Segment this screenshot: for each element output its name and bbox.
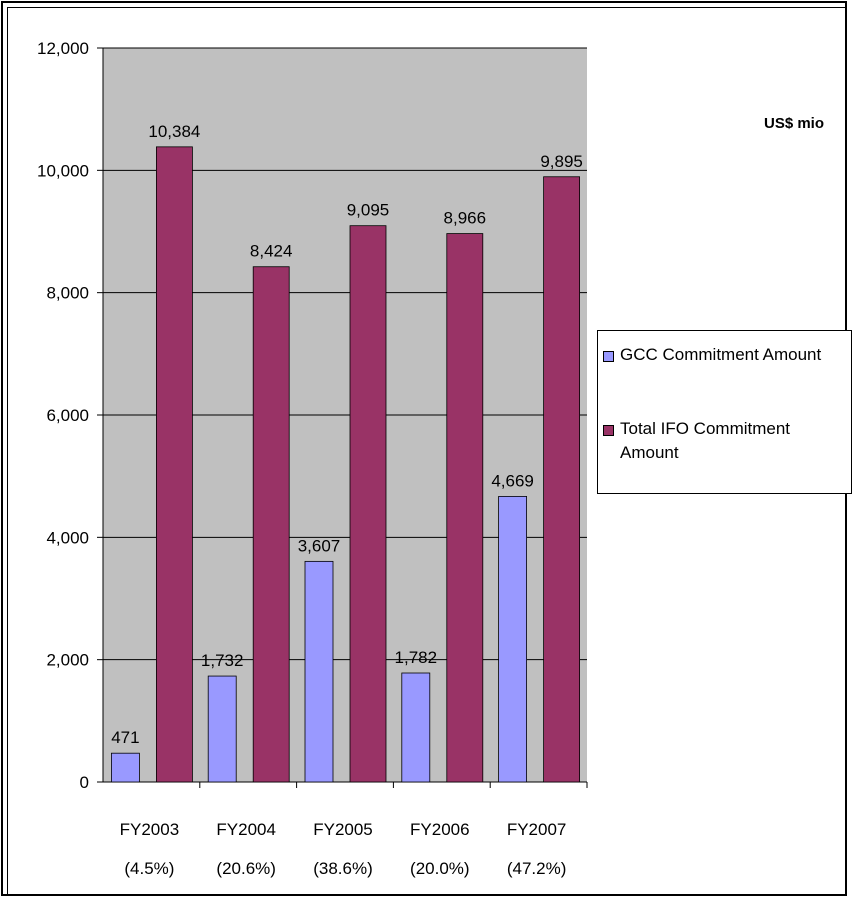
x-category-label: FY2007 (507, 820, 567, 839)
x-category-sublabel: (38.6%) (313, 859, 373, 878)
bar-total-ifo (446, 233, 484, 783)
y-tick-label: 6,000 (46, 406, 89, 425)
data-label-gcc: 471 (111, 728, 139, 747)
x-category-sublabel: (4.5%) (124, 859, 174, 878)
bar-gcc (304, 560, 334, 783)
data-label-gcc: 4,669 (491, 471, 534, 490)
bar-total-ifo (155, 146, 193, 783)
bar-gcc (498, 496, 528, 783)
legend-swatch-total-ifo (603, 425, 614, 436)
x-category-label: FY2003 (120, 820, 180, 839)
y-tick-label: 4,000 (46, 528, 89, 547)
bar-gcc (111, 752, 140, 783)
unit-label: US$ mio (764, 115, 824, 132)
y-tick-label: 8,000 (46, 284, 89, 303)
data-label-total-ifo: 8,424 (250, 242, 293, 261)
bar-gcc (207, 675, 237, 783)
data-label-total-ifo: 10,384 (148, 122, 200, 141)
y-tick-label: 2,000 (46, 651, 89, 670)
x-category-label: FY2004 (216, 820, 276, 839)
bar-total-ifo (252, 266, 290, 783)
legend-swatch-gcc (603, 351, 614, 362)
y-tick-label: 10,000 (37, 161, 89, 180)
data-label-gcc: 3,607 (298, 536, 341, 555)
bar-gcc (401, 672, 431, 783)
x-category-sublabel: (47.2%) (507, 859, 567, 878)
chart-inner-frame (7, 7, 845, 895)
x-category-label: FY2006 (410, 820, 470, 839)
bar-total-ifo (543, 176, 580, 783)
x-category-sublabel: (20.0%) (410, 859, 470, 878)
bar-total-ifo (349, 225, 387, 783)
x-category-sublabel: (20.6%) (216, 859, 276, 878)
data-label-gcc: 1,782 (395, 648, 438, 667)
data-label-total-ifo: 9,095 (347, 201, 390, 220)
legend-label-gcc: GCC Commitment Amount (620, 345, 822, 364)
legend: GCC Commitment Amount Total IFO Commitme… (597, 330, 852, 494)
data-label-total-ifo: 9,895 (540, 152, 583, 171)
y-tick-label: 12,000 (37, 39, 89, 58)
x-category-label: FY2005 (313, 820, 373, 839)
data-label-total-ifo: 8,966 (444, 209, 487, 228)
y-tick-label: 0 (80, 773, 89, 792)
legend-label-total-ifo: Total IFO Commitment Amount (620, 419, 791, 462)
data-label-gcc: 1,732 (201, 651, 244, 670)
